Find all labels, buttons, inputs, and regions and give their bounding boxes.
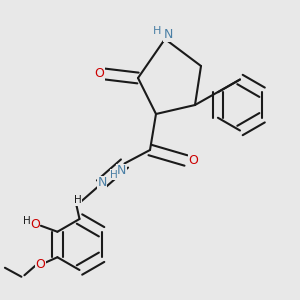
Text: H: H: [153, 26, 162, 37]
Text: H: H: [74, 195, 82, 205]
Text: O: O: [94, 67, 104, 80]
Text: H: H: [110, 170, 118, 180]
Text: H: H: [22, 216, 30, 226]
Text: O: O: [30, 218, 40, 231]
Text: N: N: [117, 164, 126, 178]
Text: N: N: [97, 176, 107, 190]
Text: O: O: [189, 154, 198, 167]
Text: N: N: [163, 28, 173, 41]
Text: O: O: [35, 258, 45, 271]
